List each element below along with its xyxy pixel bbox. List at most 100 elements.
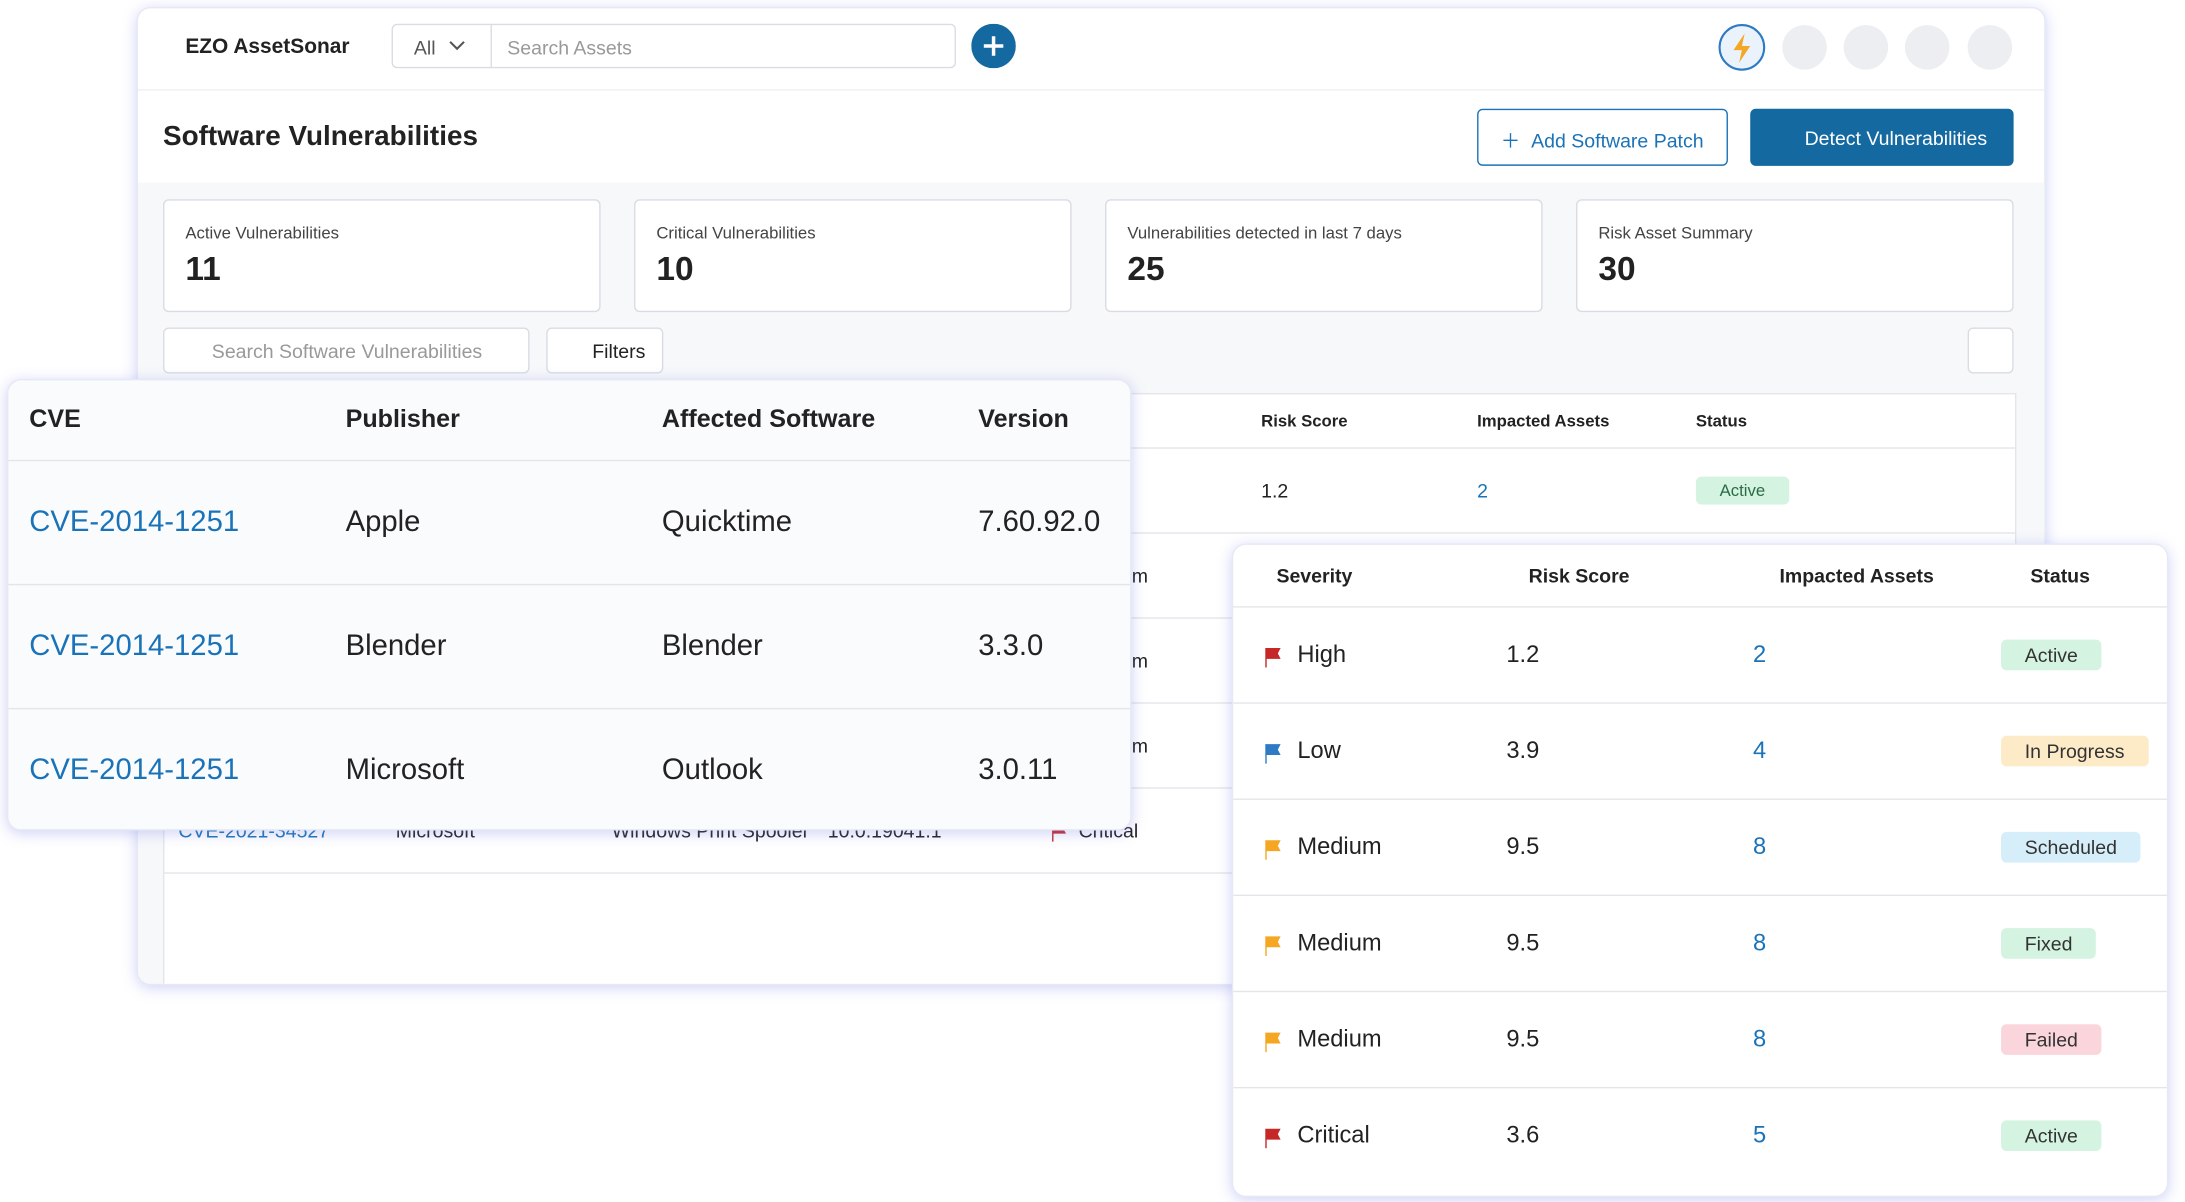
severity-flag xyxy=(1265,1031,1281,1052)
status-pill: Scheduled xyxy=(2001,831,2141,863)
stat-card: Active Vulnerabilities 11 xyxy=(163,199,601,313)
bell-button[interactable] xyxy=(1904,25,1950,70)
row-line xyxy=(8,707,1131,710)
assets: 8 xyxy=(1753,1025,1767,1053)
row-line xyxy=(1233,990,2167,993)
status-pill: Active xyxy=(1695,476,1789,505)
cell-text: Microsoft xyxy=(345,753,465,786)
stat-value: 25 xyxy=(1127,250,1165,289)
column-header: Affected Software xyxy=(661,404,876,433)
row-line xyxy=(8,459,1131,462)
status-pill: Active xyxy=(2001,639,2102,671)
stat-label: Risk Asset Summary xyxy=(1598,222,1753,243)
stat-label: Vulnerabilities detected in last 7 days xyxy=(1127,222,1402,243)
brand: EZO AssetSonar xyxy=(185,34,350,59)
cell-text: 3.0.11 xyxy=(978,753,1058,786)
right-card: Severity Risk Score Impacted Assets Status H… xyxy=(1231,543,2169,1198)
top-bar: EZO AssetSonar All Search Assets xyxy=(137,8,2045,91)
risk: 3.9 xyxy=(1506,737,1540,764)
column-header: Status xyxy=(1695,411,1748,431)
button-label: Filters xyxy=(592,340,646,363)
severity: Low xyxy=(1297,737,1341,764)
severity: Medium xyxy=(1297,929,1382,956)
status-pill: Fixed xyxy=(2001,928,2097,959)
button-label: Add Software Patch xyxy=(1531,129,1704,152)
column-header: Status xyxy=(2030,564,2090,587)
risk: 9.5 xyxy=(1506,929,1540,956)
cell-text: 7.60.92.0 xyxy=(978,505,1101,538)
stat-card: Critical Vulnerabilities 10 xyxy=(634,199,1072,313)
scope[interactable]: All xyxy=(413,36,436,59)
add-button[interactable] xyxy=(971,23,1016,69)
severity: Medium xyxy=(1297,833,1382,860)
lightning-button[interactable] xyxy=(1718,24,1766,71)
add-patch-button[interactable]: ＋ Add Software Patch xyxy=(1477,108,1728,166)
risk: 9.5 xyxy=(1506,1025,1540,1053)
columns-button[interactable] xyxy=(1967,327,2014,374)
stat-label: Critical Vulnerabilities xyxy=(656,222,816,243)
row-line xyxy=(1233,894,2167,897)
severity-flag xyxy=(1265,935,1281,956)
stat-value: 11 xyxy=(185,250,221,289)
assets: 4 xyxy=(1753,737,1767,764)
cell-text: Apple xyxy=(345,505,421,538)
assets: 5 xyxy=(1753,1121,1767,1149)
row-line xyxy=(1233,798,2167,800)
column-header: Publisher xyxy=(345,404,460,433)
severity-flag xyxy=(1265,743,1281,763)
calendar-button[interactable] xyxy=(1843,25,1889,70)
page-title: Software Vulnerabilities xyxy=(163,121,478,152)
cell-text: Blender xyxy=(345,629,447,662)
row-line xyxy=(8,583,1131,586)
assets: 8 xyxy=(1753,833,1767,860)
cell-text: Outlook xyxy=(661,753,763,786)
cell-text: 3.3.0 xyxy=(978,629,1044,662)
severity: High xyxy=(1297,641,1347,668)
stat-value: 10 xyxy=(656,250,694,289)
severity-flag xyxy=(1265,647,1281,667)
row-line xyxy=(1233,702,2167,704)
search-placeholder: Search Software Vulnerabilities xyxy=(211,340,483,363)
stat-value: 30 xyxy=(1598,250,1636,289)
cell-text: Blender xyxy=(661,629,763,662)
divider xyxy=(490,25,492,67)
risk: 3.6 xyxy=(1506,1121,1540,1149)
stat-card: Risk Asset Summary 30 xyxy=(1576,199,2014,313)
global-search[interactable]: All Search Assets xyxy=(391,23,956,69)
assets: 8 xyxy=(1753,929,1767,956)
button-label: Detect Vulnerabilities xyxy=(1804,126,1988,150)
cve-link: CVE-2014-1251 xyxy=(29,753,240,786)
status-pill: Active xyxy=(2001,1120,2102,1152)
vuln-search[interactable]: Search Software Vulnerabilities xyxy=(163,327,530,374)
cart-button[interactable] xyxy=(1782,25,1827,70)
filters-button[interactable]: Filters xyxy=(546,327,664,374)
column-header: CVE xyxy=(29,404,81,433)
cve-link: CVE-2014-1251 xyxy=(29,629,240,662)
cve-link: CVE-2014-1251 xyxy=(29,505,240,538)
risk: 1.2 xyxy=(1261,479,1289,502)
detect-button[interactable]: Detect Vulnerabilities xyxy=(1750,108,2014,166)
cell-text: Quicktime xyxy=(661,505,793,538)
severity-flag xyxy=(1265,839,1281,860)
stat-label: Active Vulnerabilities xyxy=(185,222,340,243)
stat-card: Vulnerabilities detected in last 7 days 2… xyxy=(1105,199,1543,313)
column-header: Severity xyxy=(1276,564,1353,587)
status-pill: Failed xyxy=(2001,1024,2102,1055)
help-button[interactable] xyxy=(1967,25,2013,70)
column-header: Impacted Assets xyxy=(1779,564,1934,587)
severity: Critical xyxy=(1297,1121,1370,1149)
risk: 9.5 xyxy=(1506,833,1540,860)
risk: 1.2 xyxy=(1506,641,1540,668)
row-line xyxy=(164,872,2016,874)
assets: 2 xyxy=(1477,479,1488,502)
assets: 2 xyxy=(1753,641,1767,668)
row-line xyxy=(1233,1086,2167,1089)
column-header: Version xyxy=(978,404,1069,433)
column-header: Risk Score xyxy=(1528,564,1630,587)
column-header: Impacted Assets xyxy=(1477,411,1610,431)
severity: Medium xyxy=(1297,1025,1382,1053)
status-pill: In Progress xyxy=(2001,735,2149,767)
chevron xyxy=(449,41,465,51)
